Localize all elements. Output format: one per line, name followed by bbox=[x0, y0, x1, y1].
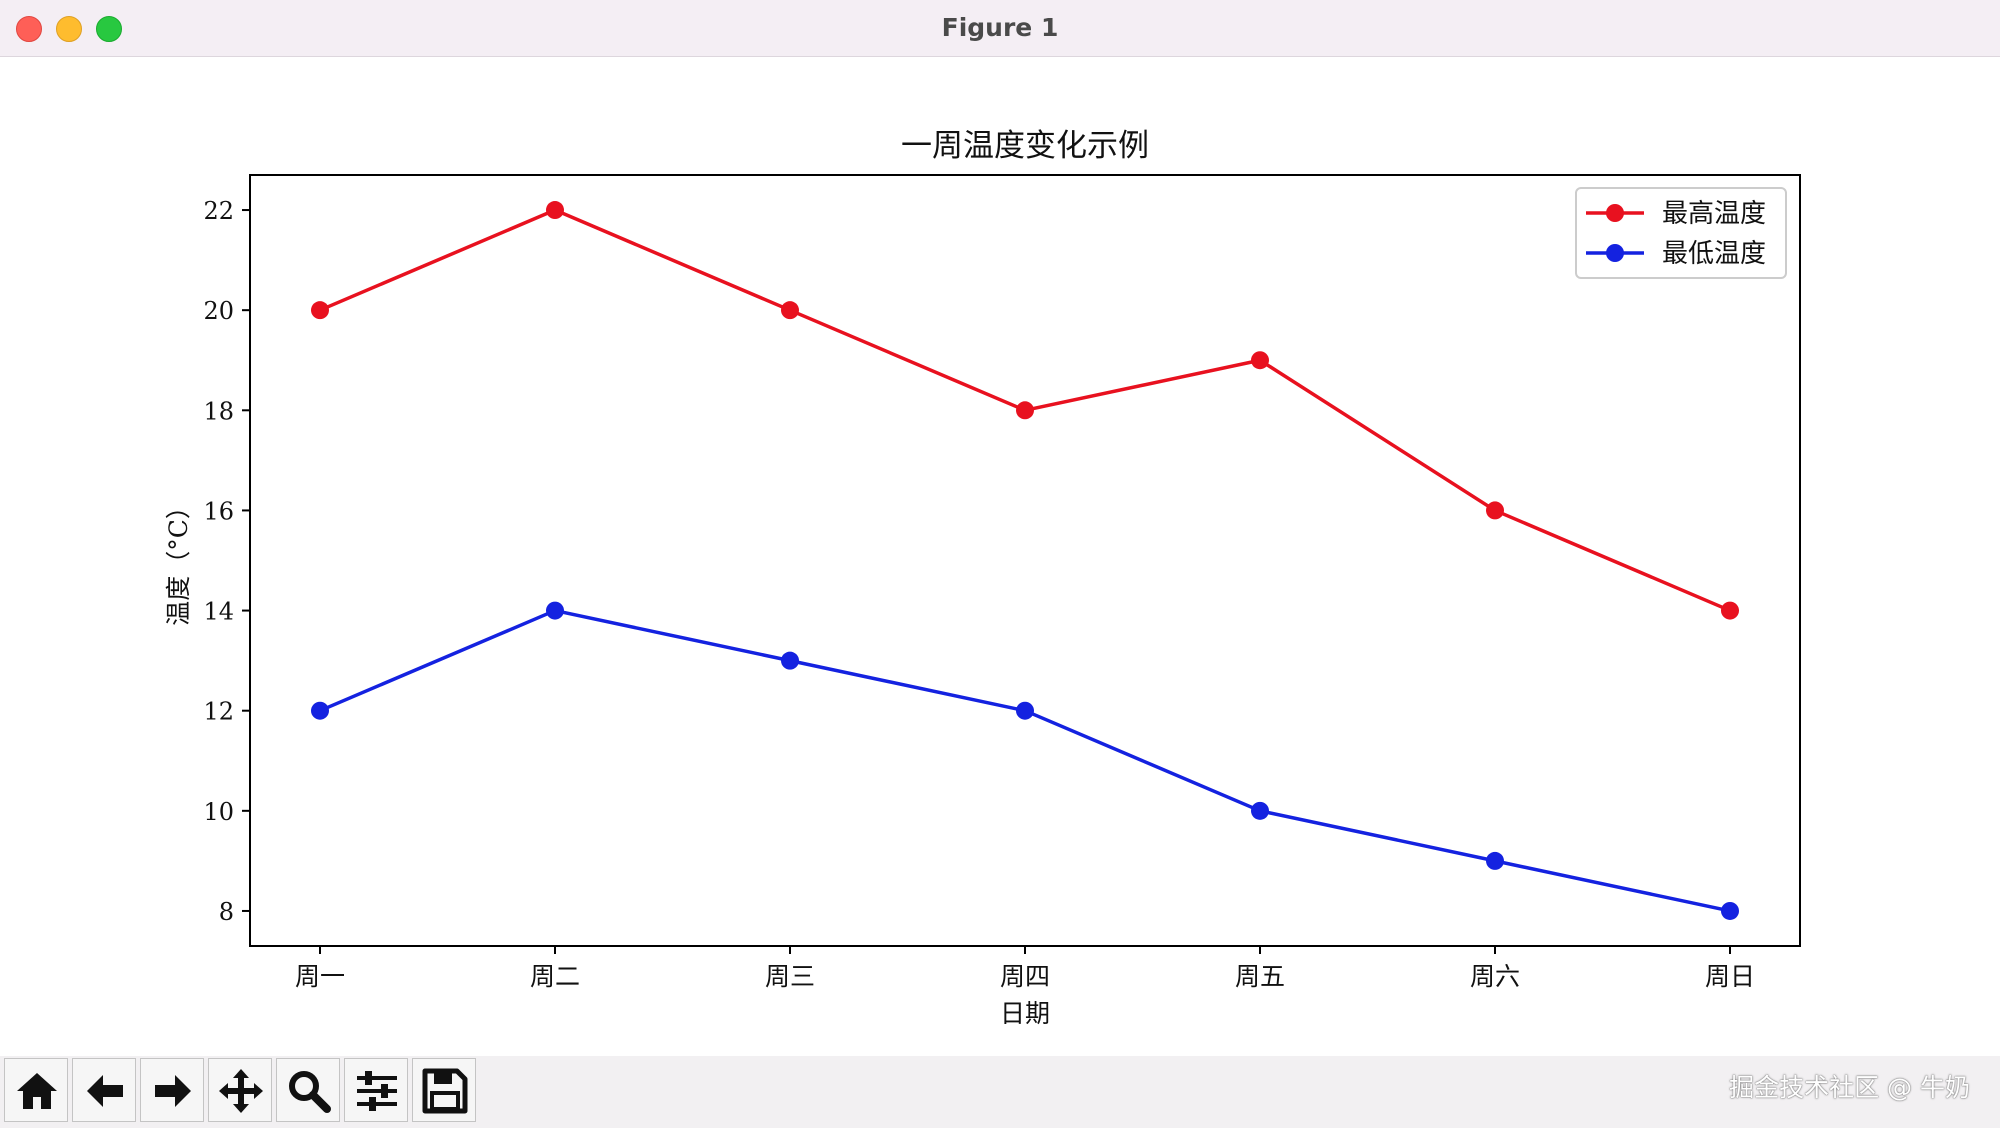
y-tick-label: 16 bbox=[203, 497, 234, 525]
home-icon bbox=[17, 1073, 57, 1109]
arrow-left-icon bbox=[87, 1075, 123, 1107]
zoom-button[interactable] bbox=[276, 1058, 340, 1122]
maximize-window-button[interactable] bbox=[96, 16, 122, 42]
pan-button[interactable] bbox=[208, 1058, 272, 1122]
series-2-point bbox=[1721, 901, 1739, 920]
move-icon bbox=[219, 1069, 263, 1113]
series-1-point bbox=[1016, 401, 1034, 420]
sliders-icon bbox=[357, 1071, 397, 1111]
arrow-right-icon bbox=[155, 1075, 191, 1107]
series-2-point bbox=[546, 601, 564, 620]
series-1-point bbox=[1251, 351, 1269, 370]
legend-box bbox=[1575, 187, 1787, 279]
x-tick-label: 周六 bbox=[1470, 962, 1520, 991]
legend-label: 最高温度 bbox=[1662, 199, 1766, 229]
x-tick-label: 周四 bbox=[1000, 962, 1050, 991]
x-tick-label: 周一 bbox=[295, 962, 345, 991]
y-tick-label: 18 bbox=[203, 397, 234, 425]
home-button[interactable] bbox=[4, 1058, 68, 1122]
configure-subplots-button[interactable] bbox=[344, 1058, 408, 1122]
y-axis: 8 10 12 14 16 18 20 22 bbox=[203, 197, 250, 926]
x-tick-label: 周五 bbox=[1235, 962, 1285, 991]
toolbar: 掘金技术社区 @ 牛奶 bbox=[0, 1056, 2000, 1128]
series-1-point bbox=[1721, 601, 1739, 620]
series-2-point bbox=[1016, 701, 1034, 720]
back-button[interactable] bbox=[72, 1058, 136, 1122]
x-tick-label: 周日 bbox=[1705, 962, 1755, 991]
y-tick-label: 14 bbox=[203, 598, 234, 626]
y-tick-label: 20 bbox=[203, 297, 234, 325]
series-2-point bbox=[311, 701, 329, 720]
window-title: Figure 1 bbox=[941, 13, 1059, 42]
y-tick-label: 22 bbox=[203, 197, 234, 225]
y-tick-label: 8 bbox=[219, 898, 234, 926]
chart-title: 一周温度变化示例 bbox=[901, 128, 1149, 164]
title-bar: Figure 1 bbox=[0, 0, 2000, 57]
legend-label: 最低温度 bbox=[1662, 239, 1766, 269]
legend-marker bbox=[1606, 244, 1624, 262]
y-tick-label: 12 bbox=[203, 698, 234, 726]
forward-button[interactable] bbox=[140, 1058, 204, 1122]
legend-marker bbox=[1606, 204, 1624, 222]
magnifier-icon bbox=[289, 1071, 331, 1113]
series-2-point bbox=[1486, 851, 1504, 870]
save-button[interactable] bbox=[412, 1058, 476, 1122]
y-tick-label: 10 bbox=[203, 798, 234, 826]
series-1-point bbox=[311, 301, 329, 320]
x-tick-label: 周三 bbox=[765, 962, 815, 991]
x-axis: 周一 周二 周三 周四 周五 周六 周日 bbox=[295, 946, 1755, 991]
x-axis-label: 日期 bbox=[1000, 999, 1050, 1028]
y-axis-label: 温度（°C） bbox=[164, 494, 193, 626]
x-tick-label: 周二 bbox=[530, 962, 580, 991]
series-2-point bbox=[781, 651, 799, 670]
plot-area bbox=[249, 174, 1801, 947]
series-layer bbox=[311, 201, 1739, 920]
series-1-point bbox=[1486, 501, 1504, 520]
watermark-text: 掘金技术社区 @ 牛奶 bbox=[1729, 1073, 1970, 1102]
series-1-point bbox=[546, 201, 564, 220]
floppy-disk-icon bbox=[422, 1068, 468, 1114]
series-1-point bbox=[781, 301, 799, 320]
close-window-button[interactable] bbox=[16, 16, 42, 42]
minimize-window-button[interactable] bbox=[56, 16, 82, 42]
series-2-point bbox=[1251, 801, 1269, 820]
